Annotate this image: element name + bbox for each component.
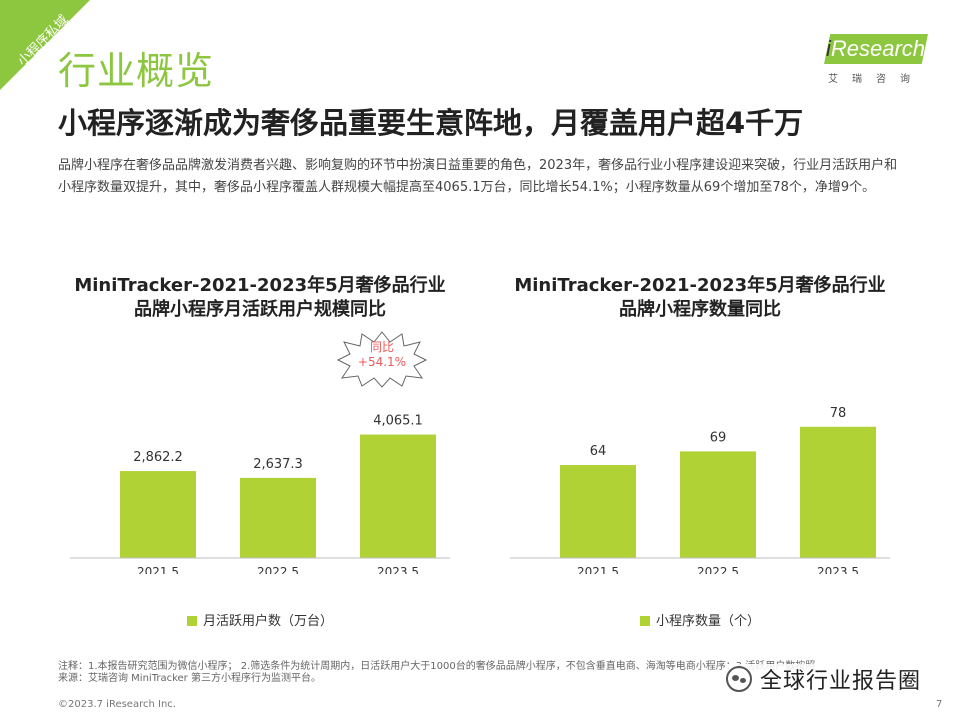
miniprogram-count-chart: MiniTracker-2021-2023年5月奢侈品行业 品牌小程序数量同比 … bbox=[500, 274, 900, 644]
copyright: ©2023.7 iResearch Inc. bbox=[58, 699, 176, 710]
mau-chart-title-line2: 品牌小程序月活跃用户规模同比 bbox=[134, 299, 386, 320]
footnote: 注释：1.本报告研究范围为微信小程序； 2.筛选条件为统计周期内，日活跃用户大于… bbox=[58, 661, 878, 685]
bar-value-label: 2,862.2 bbox=[133, 450, 183, 465]
x-tick-label: 2023.5 bbox=[377, 565, 419, 574]
page-number: 7 bbox=[936, 699, 943, 710]
count-chart-title-line2: 品牌小程序数量同比 bbox=[619, 299, 781, 320]
bar-value-label: 78 bbox=[830, 406, 847, 421]
bar-2022.5 bbox=[680, 451, 756, 558]
x-tick-label: 2022.5 bbox=[697, 565, 739, 574]
x-tick-label: 2023.5 bbox=[817, 565, 859, 574]
count-chart-title: MiniTracker-2021-2023年5月奢侈品行业 品牌小程序数量同比 bbox=[500, 274, 900, 322]
x-tick-label: 2021.5 bbox=[577, 565, 619, 574]
mau-chart-legend: 月活跃用户数（万台） bbox=[60, 610, 460, 629]
legend-label: 小程序数量（个） bbox=[655, 614, 760, 629]
count-chart-title-line1: MiniTracker-2021-2023年5月奢侈品行业 bbox=[514, 275, 886, 296]
mau-chart: MiniTracker-2021-2023年5月奢侈品行业 品牌小程序月活跃用户… bbox=[60, 274, 460, 644]
yoy-growth-text: 同比 +54.1% bbox=[357, 340, 407, 369]
description-paragraph: 品牌小程序在奢侈品品牌激发消费者兴趣、影响复购的环节中扮演日益重要的角色，202… bbox=[58, 158, 898, 195]
legend-swatch bbox=[186, 616, 197, 626]
bar-2022.5 bbox=[240, 477, 316, 558]
logo-background bbox=[824, 34, 928, 64]
bar-2021.5 bbox=[120, 471, 196, 558]
wechat-icon bbox=[726, 666, 752, 692]
count-chart-plot: 64 2021.5 69 2022.5 78 2023.5 bbox=[500, 364, 900, 574]
bar-2021.5 bbox=[560, 465, 636, 558]
legend-label: 月活跃用户数（万台） bbox=[202, 614, 333, 629]
corner-tag bbox=[0, 0, 90, 90]
bar-value-label: 4,065.1 bbox=[373, 414, 423, 429]
iresearch-logo: iResearch 艾瑞咨询 bbox=[822, 32, 934, 85]
watermark: 全球行业报告圈 bbox=[726, 664, 922, 694]
bar-2023.5 bbox=[360, 434, 436, 558]
mau-chart-title-line1: MiniTracker-2021-2023年5月奢侈品行业 bbox=[74, 275, 446, 296]
starburst-icon bbox=[336, 331, 428, 388]
footnote-source: 来源：艾瑞咨询 MiniTracker 第三方小程序行为监测平台。 bbox=[58, 673, 321, 684]
mau-chart-title: MiniTracker-2021-2023年5月奢侈品行业 品牌小程序月活跃用户… bbox=[60, 274, 460, 322]
logo-subtitle: 艾瑞咨询 bbox=[828, 74, 924, 85]
bar-2023.5 bbox=[800, 426, 876, 558]
bar-value-label: 2,637.3 bbox=[253, 457, 303, 472]
x-tick-label: 2022.5 bbox=[257, 565, 299, 574]
mau-chart-plot: 2,862.2 2021.5 2,637.3 2022.5 4,065.1 2023.5 bbox=[60, 364, 460, 574]
count-chart-svg: 64 2021.5 69 2022.5 78 2023.5 bbox=[510, 406, 890, 574]
slide-subtitle: 小程序逐渐成为奢侈品重要生意阵地，月覆盖用户超4千万 bbox=[58, 106, 804, 140]
watermark-text: 全球行业报告圈 bbox=[760, 669, 922, 694]
x-tick-label: 2021.5 bbox=[137, 565, 179, 574]
footnote-notes: 注释：1.本报告研究范围为微信小程序； 2.筛选条件为统计周期内，日活跃用户大于… bbox=[58, 661, 816, 672]
page-title: 行业概览 bbox=[58, 49, 215, 93]
bar-value-label: 69 bbox=[710, 430, 727, 445]
mau-chart-svg: 2,862.2 2021.5 2,637.3 2022.5 4,065.1 2023.5 bbox=[70, 414, 450, 574]
logo-wordmark: iResearch bbox=[826, 36, 926, 61]
legend-swatch bbox=[639, 616, 650, 626]
yoy-growth-burst: 同比 +54.1% bbox=[336, 330, 428, 388]
bar-value-label: 64 bbox=[590, 444, 607, 459]
count-chart-legend: 小程序数量（个） bbox=[500, 610, 900, 629]
